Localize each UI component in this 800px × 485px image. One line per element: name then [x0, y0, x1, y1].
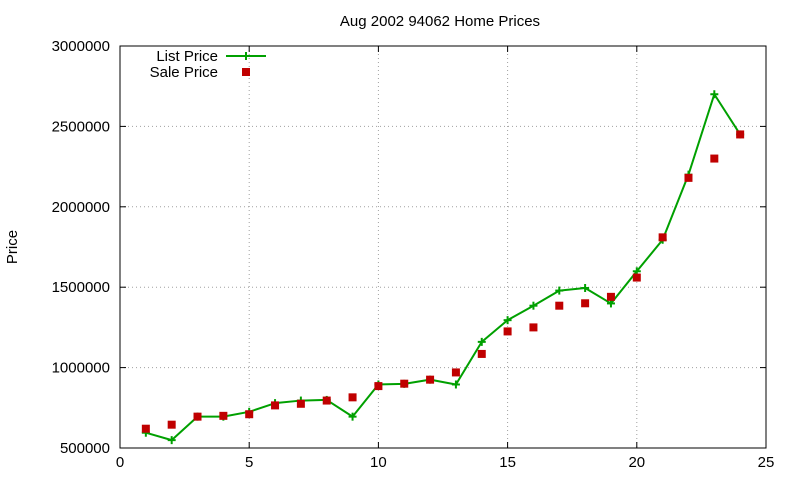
series-list-price: [141, 90, 745, 445]
data-point: [426, 375, 435, 384]
data-point: [451, 380, 460, 389]
data-point: [581, 299, 590, 308]
chart-title: Aug 2002 94062 Home Prices: [340, 13, 540, 30]
data-point: [555, 286, 564, 295]
data-point: [710, 154, 719, 163]
y-tick-label: 2500000: [52, 118, 110, 135]
data-point: [529, 323, 538, 332]
data-point: [477, 337, 486, 346]
data-point: [141, 424, 150, 433]
y-tick-label: 500000: [60, 440, 110, 457]
legend-marker: [242, 68, 250, 76]
data-point: [477, 349, 486, 358]
data-point: [503, 327, 512, 336]
series-line: [145, 93, 742, 442]
x-tick-label: 10: [370, 454, 387, 471]
x-tick-label: 15: [499, 454, 516, 471]
x-tick-label: 25: [758, 454, 775, 471]
data-point: [658, 233, 667, 242]
data-point: [684, 173, 693, 182]
data-point: [348, 393, 357, 402]
data-point: [503, 316, 512, 325]
data-point: [322, 396, 331, 405]
legend-label: List Price: [156, 48, 218, 65]
ticks: 0 5 10 15 20 25 500000 1000000 1500000 2000000 250…: [52, 38, 775, 471]
data-point: [632, 273, 641, 282]
data-point: [348, 412, 357, 421]
x-tick-label: 0: [116, 454, 124, 471]
data-point: [451, 368, 460, 377]
data-point: [555, 301, 564, 310]
data-point: [193, 412, 202, 421]
data-point: [710, 90, 719, 99]
data-point: [271, 401, 280, 410]
data-point: [529, 301, 538, 310]
y-tick-label: 1500000: [52, 279, 110, 296]
data-point: [736, 130, 745, 139]
data-point: [167, 420, 176, 429]
y-tick-label: 3000000: [52, 38, 110, 55]
y-axis-label: Price: [4, 230, 21, 264]
y-tick-label: 1000000: [52, 360, 110, 377]
y-tick-label: 2000000: [52, 199, 110, 216]
data-point: [167, 436, 176, 445]
data-point: [606, 292, 615, 301]
series-layer: [141, 90, 745, 445]
x-tick-label: 5: [245, 454, 253, 471]
data-point: [581, 284, 590, 293]
grid: [120, 46, 766, 448]
plot-frame: [119, 45, 767, 449]
data-point: [219, 411, 228, 420]
data-point: [245, 410, 254, 419]
data-point: [400, 379, 409, 388]
legend-marker: [242, 52, 250, 60]
x-tick-label: 20: [628, 454, 645, 471]
data-point: [374, 382, 383, 391]
data-point: [296, 399, 305, 408]
legend-label: Sale Price: [150, 64, 218, 81]
series-sale-price: [141, 130, 745, 433]
